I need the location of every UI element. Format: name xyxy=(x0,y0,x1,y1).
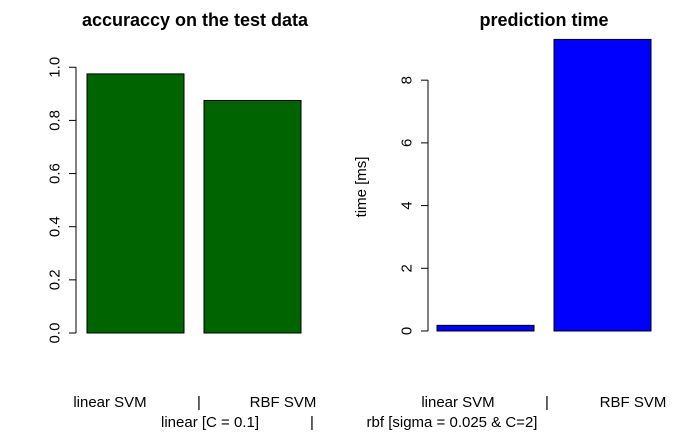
chart-1-bar-2 xyxy=(203,99,302,334)
chart-2-y-tick-label-3: 4 xyxy=(399,201,416,209)
chart-2-bar-2 xyxy=(553,38,652,332)
chart-2-title: prediction time xyxy=(479,10,609,30)
chart-1-bar-1 xyxy=(86,73,185,334)
chart-2-y-tick-label-4: 6 xyxy=(399,139,416,147)
chart-2-ylabel: time [ms] xyxy=(353,156,370,218)
chart-2-y-tick-label-1: 0 xyxy=(399,327,416,335)
chart-1-category-separator: | xyxy=(197,394,201,411)
chart-1-y-tick-label-5: 0.8 xyxy=(47,110,64,131)
chart-2-category-separator: | xyxy=(545,394,549,411)
chart-2-category-label-2: RBF SVM xyxy=(599,394,667,411)
chart-1-y-tick-label-1: 0.0 xyxy=(47,323,64,344)
chart-2-bar-1 xyxy=(436,324,535,332)
chart-1-category-label-2: RBF SVM xyxy=(249,394,317,411)
chart-2-y-tick-label-2: 2 xyxy=(399,264,416,272)
chart-2-y-tick-label-5: 8 xyxy=(399,76,416,84)
chart-1-y-tick-label-4: 0.6 xyxy=(47,163,64,184)
chart-1-y-tick-label-3: 0.4 xyxy=(47,216,64,237)
footer-separator: | xyxy=(310,414,314,431)
chart-2-category-label-1: linear SVM xyxy=(421,394,495,411)
chart-1-y-tick-label-2: 0.2 xyxy=(47,269,64,290)
chart-1-y-tick-label-6: 1.0 xyxy=(47,57,64,78)
chart-1-title: accuraccy on the test data xyxy=(81,10,309,30)
footer-left-label: linear [C = 0.1] xyxy=(161,414,259,431)
footer-right-label: rbf [sigma = 0.025 & C=2] xyxy=(366,414,538,431)
chart-1-category-label-1: linear SVM xyxy=(73,394,147,411)
